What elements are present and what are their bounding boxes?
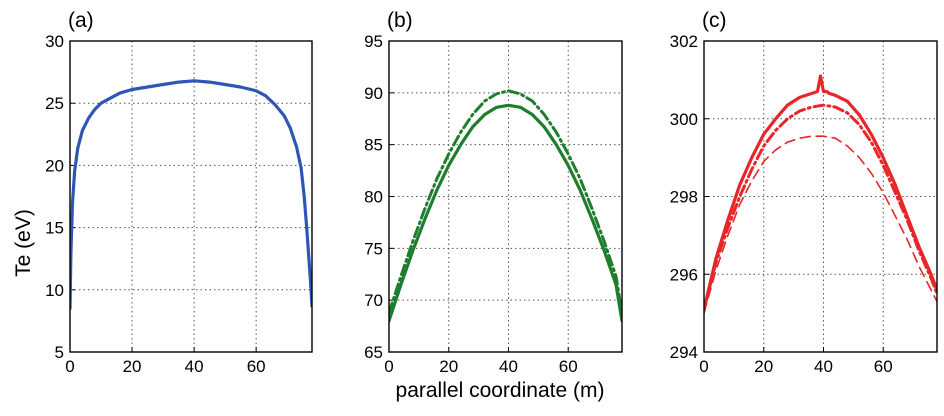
x-tick-label: 40 [185, 357, 204, 376]
y-tick-label: 20 [45, 156, 64, 175]
chart-panel-2: 0 20 40 60 65 70 75 80 85 90 95(b) [364, 9, 623, 376]
series-line-solid [704, 74, 937, 311]
y-tick-label: 25 [45, 94, 64, 113]
y-tick-label: 80 [364, 188, 383, 207]
x-tick-label: 60 [874, 357, 893, 376]
x-tick-label: 0 [384, 357, 393, 376]
y-tick-label: 85 [364, 136, 383, 155]
series-line-dashed [704, 135, 937, 314]
y-tick-label: 298 [670, 188, 698, 207]
y-tick-label: 70 [364, 291, 383, 310]
x-tick-label: 20 [439, 357, 458, 376]
series-group [70, 79, 312, 311]
panels-group: 0 20 40 60 5 10 15 20 25 30(a) 0 20 40 60 65 70 75 80 85 90… [45, 9, 938, 376]
series-group [389, 89, 622, 323]
x-tick-label: 60 [247, 357, 266, 376]
plot-frame [703, 40, 938, 353]
y-tick-label: 90 [364, 84, 383, 103]
series-line-solid [389, 103, 622, 323]
y-tick-label: 30 [45, 32, 64, 51]
series-group [704, 74, 937, 314]
plot-frame [69, 40, 313, 353]
series-line-dashdot [389, 89, 622, 315]
y-tick-label: 300 [670, 110, 698, 129]
y-tick-label: 10 [45, 281, 64, 300]
y-tick-label: 75 [364, 239, 383, 258]
y-tick-label: 15 [45, 219, 64, 238]
x-tick-label: 40 [499, 357, 518, 376]
plot-frame [388, 40, 623, 353]
x-tick-label: 0 [699, 357, 708, 376]
series-line-dashdot [704, 103, 937, 311]
chart-panel-3: 0 20 40 60 294 296 298 300 302(c) [670, 9, 938, 376]
y-tick-label: 95 [364, 32, 383, 51]
x-tick-label: 20 [754, 357, 773, 376]
shared-x-axis-label: parallel coordinate (m) [396, 379, 605, 402]
y-tick-label: 294 [670, 343, 698, 362]
y-tick-label: 302 [670, 32, 698, 51]
x-tick-label: 20 [123, 357, 142, 376]
x-tick-label: 60 [559, 357, 578, 376]
panel-label: (c) [702, 9, 727, 32]
series-line-solid [70, 79, 312, 311]
y-tick-label: 5 [55, 343, 64, 362]
y-axis-label: Te (eV) [12, 209, 35, 277]
y-tick-label: 65 [364, 343, 383, 362]
y-tick-label: 296 [670, 265, 698, 284]
x-tick-label: 0 [65, 357, 74, 376]
panel-label: (b) [387, 9, 413, 32]
panel-label: (a) [68, 9, 94, 32]
x-tick-label: 40 [814, 357, 833, 376]
chart-panel-1: 0 20 40 60 5 10 15 20 25 30(a) [45, 9, 313, 376]
